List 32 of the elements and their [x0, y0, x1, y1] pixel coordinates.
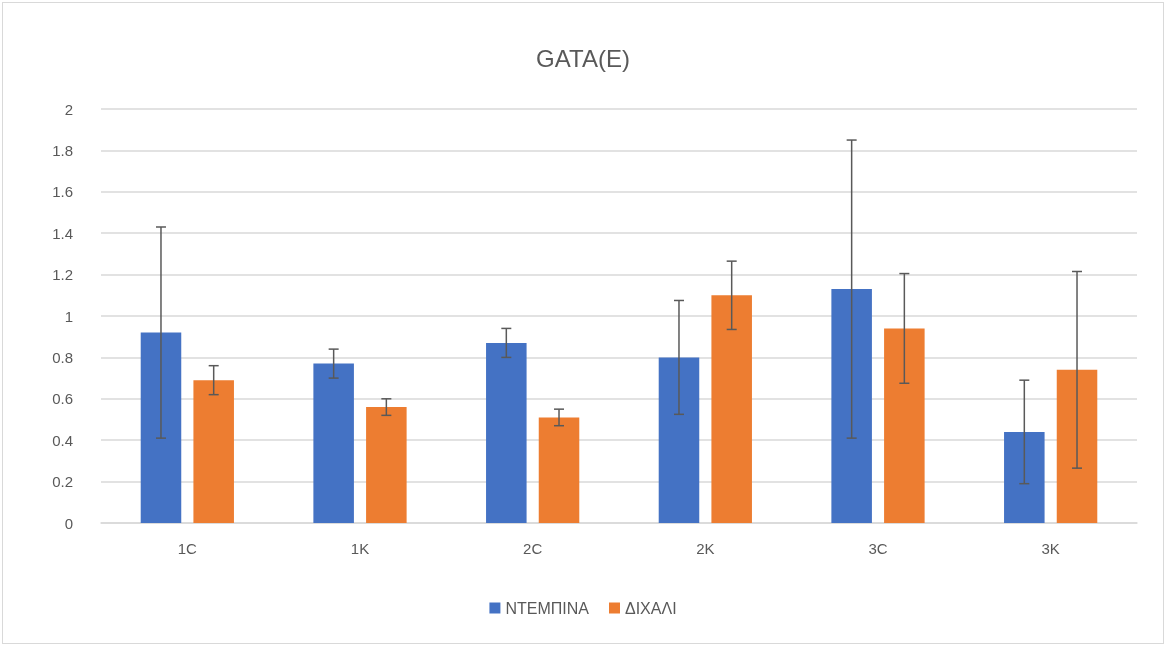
bar: [831, 289, 872, 523]
bar: [711, 295, 752, 523]
y-tick-label: 0.2: [52, 473, 73, 491]
y-tick-label: 0.8: [52, 348, 73, 366]
x-tick-label: 1C: [177, 540, 198, 557]
x-tick-label: 1K: [350, 540, 370, 557]
legend-label: ΝΤΕΜΠΙΝΑ: [505, 599, 590, 617]
y-tick-label: 0.6: [52, 390, 73, 408]
bar: [313, 363, 354, 523]
bar: [884, 328, 925, 523]
x-tick-label: 2C: [523, 540, 543, 557]
legend-label: ΔΙΧΑΛΙ: [624, 599, 677, 617]
y-tick-label: 1: [64, 307, 73, 325]
y-tick-label: 0.4: [52, 431, 73, 449]
bar: [538, 417, 580, 523]
y-tick-label: 2: [64, 100, 73, 118]
bar: [486, 342, 527, 523]
y-tick-label: 1.2: [52, 266, 73, 284]
bar: [140, 332, 182, 523]
x-tick-label: 3C: [868, 540, 888, 557]
bar: [193, 380, 234, 523]
bar: [658, 357, 700, 523]
bar: [1056, 369, 1098, 523]
x-tick-label: 2K: [696, 540, 715, 557]
bar: [1004, 431, 1045, 523]
y-tick-label: 1.4: [52, 224, 73, 242]
y-tick-label: 1.6: [52, 183, 73, 201]
x-tick-label: 3K: [1041, 540, 1060, 557]
bar: [366, 407, 407, 523]
y-tick-label: 0: [64, 514, 73, 532]
chart-title: GATA(E): [536, 44, 630, 72]
y-tick-label: 1.8: [52, 141, 73, 159]
